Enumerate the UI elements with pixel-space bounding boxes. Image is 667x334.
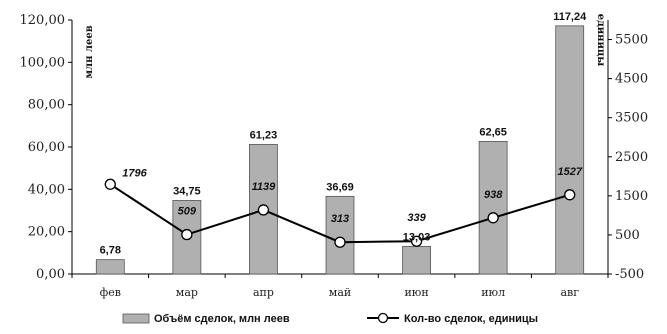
x-tick-label: авг [560, 286, 579, 299]
x-tick-label: июн [404, 286, 428, 299]
legend: Объём сделок, млн леев Кол-во сделок, еди… [122, 312, 538, 325]
x-tick-label: мар [176, 286, 198, 299]
y-tick-label-right: 3500 [615, 111, 648, 126]
legend-line-label: Кол-во сделок, единицы [404, 313, 538, 325]
line-point [410, 235, 423, 247]
legend-bar-label: Объём сделок, млн леев [154, 313, 290, 325]
bar [478, 140, 508, 275]
bar-value-label: 62,65 [479, 126, 507, 138]
bar-value-label: 13,03 [403, 231, 431, 243]
x-tick-label: май [329, 286, 351, 299]
line-value-label: 339 [407, 212, 426, 224]
bar-value-label: 61,23 [250, 129, 278, 141]
line-value-label: 509 [178, 206, 197, 218]
x-tick-label: фев [100, 286, 121, 299]
data-labels: 6,78 34,75 61,23 36,69 13,03 62,65 117,24 1796 5… [100, 11, 588, 257]
y-tick-label-right: -500 [615, 267, 644, 282]
x-axis: фев мар апр май июн июл авг [71, 273, 609, 299]
x-tick-label: июл [481, 286, 505, 299]
y-tick-label-left: 60,00 [28, 140, 65, 155]
line-point [487, 212, 499, 224]
y-tick-label-left: 0,00 [36, 267, 65, 282]
y-tick-label-left: 20,00 [28, 225, 65, 240]
x-tick-label: апр [253, 286, 274, 299]
y-tick-label-right: 4500 [615, 72, 648, 87]
y-axis-left: 0,00 20,00 40,00 60,00 80,00 100,00 120,00 [20, 13, 73, 282]
line-value-label: 938 [484, 189, 503, 201]
y-tick-label-right: 5500 [615, 33, 648, 48]
line-point [257, 204, 270, 216]
y-tick-label-left: 120,00 [20, 13, 66, 28]
bar [555, 25, 585, 275]
line-value-label: 1527 [557, 166, 582, 178]
legend-bar-swatch [122, 313, 150, 324]
bar-value-label: 117,24 [553, 11, 587, 23]
bar-value-label: 36,69 [326, 181, 354, 193]
legend-line-marker [377, 312, 389, 324]
y-tick-label-left: 80,00 [28, 98, 65, 113]
y-tick-label-right: 500 [615, 228, 640, 243]
bar-value-label: 6,78 [100, 245, 121, 257]
y-tick-label-left: 100,00 [20, 55, 66, 70]
bars-series [95, 25, 585, 275]
y-tick-label-right: 1500 [615, 189, 648, 204]
bar [325, 195, 355, 275]
line-series [104, 178, 576, 248]
y-tick-label-right: 2500 [615, 150, 648, 165]
bar-value-label: 34,75 [173, 185, 201, 197]
line-value-label: 1139 [252, 181, 277, 193]
bar [95, 259, 125, 275]
line-point [564, 189, 576, 201]
y-axis-title-left: млн леев [84, 25, 95, 78]
line-point [334, 236, 346, 248]
bar [402, 246, 431, 275]
y-tick-label-left: 40,00 [28, 182, 65, 197]
line-point [104, 178, 116, 190]
line-value-label: 313 [331, 213, 349, 225]
y-axis-right: -500 500 1500 2500 3500 4500 5500 [607, 20, 648, 282]
line-value-label: 1796 [122, 167, 147, 179]
line-point [181, 228, 193, 241]
y-axis-title-right: единицы [595, 14, 606, 67]
